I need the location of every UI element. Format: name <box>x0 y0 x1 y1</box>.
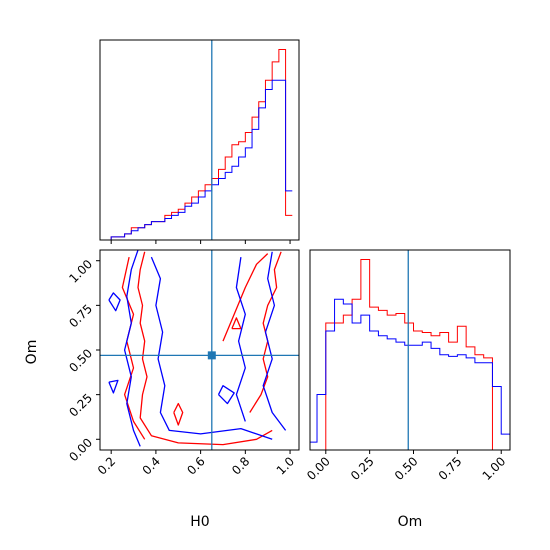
joint-xtick-label-0: 0.2 <box>95 454 118 477</box>
joint-xtick-label-2: 0.6 <box>184 454 207 477</box>
om-xtick-label-3: 0.75 <box>436 454 465 483</box>
om-histogram-frame <box>309 249 511 451</box>
contour-series-1-0 <box>123 250 141 447</box>
h0-om-contour-panel: 0.2 0.4 0.6 0.8 1.0 0.00 0.25 0.50 0.75 1.00 <box>66 249 300 478</box>
h0-histogram-series-1 <box>100 79 293 240</box>
contour-series-0-4 <box>173 402 184 426</box>
contour-series-1-4 <box>108 292 121 312</box>
joint-xtick-label-4: 1.0 <box>274 454 297 477</box>
contour-series-1-6 <box>108 379 119 394</box>
joint-xtick-label-1: 0.4 <box>140 454 163 477</box>
h0-histogram-series-0 <box>100 49 293 240</box>
contour-series-0-0 <box>137 251 273 446</box>
om-xtick-label-2: 0.50 <box>392 454 421 483</box>
h0-histogram-frame <box>99 39 300 241</box>
joint-ytick-label-1: 0.25 <box>66 391 95 420</box>
om-histogram-series-1 <box>310 298 510 443</box>
joint-ytick-label-4: 1.00 <box>66 257 95 286</box>
om-histogram-series-0 <box>310 259 510 450</box>
contour-series-0-2 <box>121 256 146 440</box>
om-histogram-panel: 0.00 0.25 0.50 0.75 1.00 <box>304 249 511 483</box>
joint-ytick-label-3: 0.75 <box>66 302 95 331</box>
om-xtick-label-0: 0.00 <box>304 454 333 483</box>
x-axis-label-h0: H0 <box>190 514 209 530</box>
om-xtick-label-1: 0.25 <box>348 454 377 483</box>
x-axis-label-om: Om <box>398 514 423 530</box>
contour-series-1-1 <box>150 256 273 440</box>
om-xtick-label-4: 1.00 <box>480 454 509 483</box>
joint-xtick-label-3: 0.8 <box>229 454 252 477</box>
joint-ytick-label-2: 0.50 <box>66 346 95 375</box>
contour-series-1-2 <box>262 251 287 431</box>
contour-series-1-5 <box>217 385 235 405</box>
h0-histogram-panel <box>99 39 300 244</box>
contour-series-0-3 <box>222 253 269 342</box>
joint-truth-marker <box>207 351 216 360</box>
contour-series-1-3 <box>235 257 246 422</box>
contour-series-0-5 <box>231 317 242 330</box>
joint-ytick-label-0: 0.00 <box>66 436 95 465</box>
y-axis-label-om: Om <box>24 340 40 365</box>
